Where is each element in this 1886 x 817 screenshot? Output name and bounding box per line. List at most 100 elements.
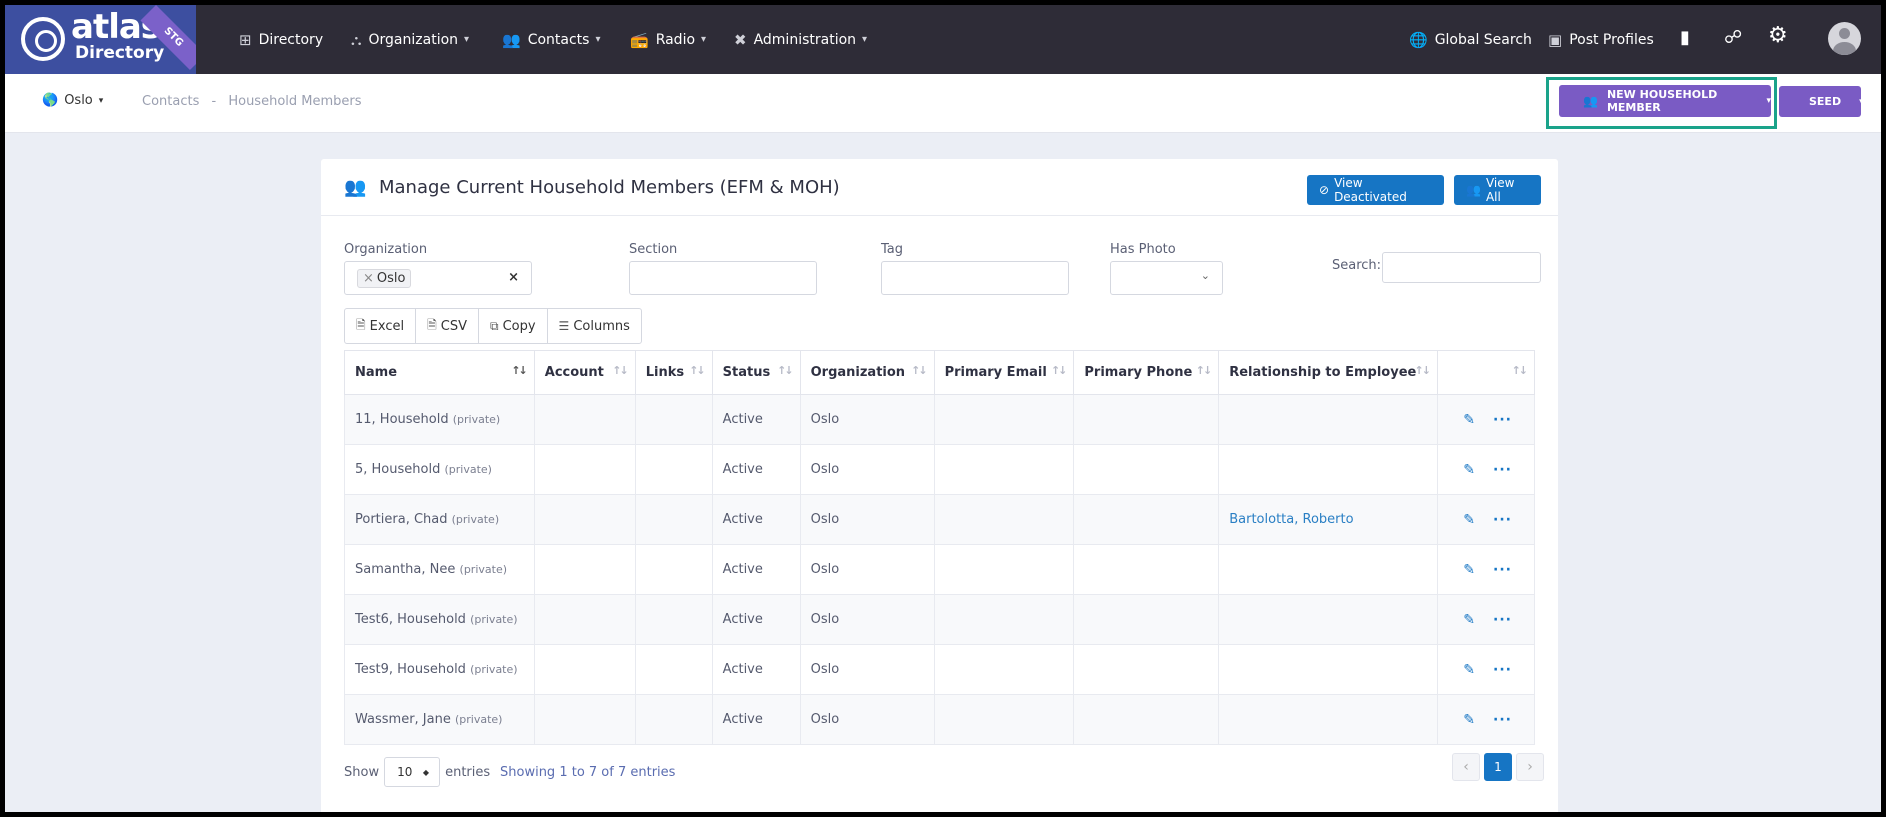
breadcrumb-contacts[interactable]: Contacts: [142, 94, 200, 109]
page-1-button[interactable]: 1: [1484, 753, 1512, 781]
column-header-relationship[interactable]: Relationship to Employee ↑↓: [1218, 350, 1438, 395]
column-header-account[interactable]: Account ↑↓: [533, 350, 636, 395]
remove-chip-icon[interactable]: ×: [363, 271, 374, 286]
column-label: Primary Email: [944, 365, 1047, 380]
column-label: Organization: [810, 365, 906, 380]
chevron-down-icon: ▾: [862, 34, 868, 45]
user-avatar[interactable]: [1828, 22, 1861, 55]
column-header-actions[interactable]: ↑↓: [1436, 350, 1536, 395]
nav-organization[interactable]: ⛬ Organization ▾: [351, 5, 469, 74]
org-tree-icon: ⛬: [351, 30, 362, 49]
column-header-status[interactable]: Status ↑↓: [711, 350, 801, 395]
location-selector[interactable]: 🌎 Oslo ▾: [42, 93, 103, 108]
edit-icon[interactable]: ✎: [1463, 411, 1476, 428]
cell-account: [533, 494, 636, 545]
relationship-link[interactable]: Bartolotta, Roberto: [1229, 512, 1354, 527]
cell-primary-email: [933, 394, 1075, 445]
prev-page-button[interactable]: ‹: [1452, 753, 1480, 781]
has-photo-select[interactable]: ⌄: [1110, 261, 1223, 295]
more-options-icon[interactable]: ···: [1493, 611, 1512, 628]
breadcrumb-separator: -: [211, 94, 217, 109]
copy-button[interactable]: ⧉ Copy: [479, 309, 548, 343]
chevron-down-icon[interactable]: ▾: [1859, 96, 1864, 107]
users-icon: 👥: [502, 30, 521, 49]
table-row: Wassmer, Jane (private) Active Oslo ✎ ···: [344, 694, 1536, 745]
organization-select[interactable]: × Oslo ×: [344, 261, 532, 295]
sort-asc-icon: ↑↓: [511, 364, 528, 377]
cell-name: Portiera, Chad (private): [344, 494, 535, 545]
csv-label: CSV: [440, 318, 467, 334]
more-options-icon[interactable]: ···: [1493, 411, 1512, 428]
excel-button[interactable]: 🗎 Excel: [345, 309, 417, 343]
member-name[interactable]: Wassmer, Jane: [355, 712, 451, 727]
member-name[interactable]: Portiera, Chad: [355, 512, 448, 527]
new-household-member-label: NEW HOUSEHOLD MEMBER: [1606, 88, 1718, 114]
more-options-icon[interactable]: ···: [1493, 561, 1512, 578]
cell-status: Active: [711, 594, 801, 645]
edit-icon[interactable]: ✎: [1463, 461, 1476, 478]
more-options-icon[interactable]: ···: [1493, 661, 1512, 678]
table-row: 5, Household (private) Active Oslo ✎ ···: [344, 444, 1536, 495]
post-profiles-link[interactable]: ▣ Post Profiles: [1548, 5, 1654, 74]
column-header-name[interactable]: Name ↑↓: [344, 350, 535, 395]
nav-label: Directory: [258, 31, 324, 48]
view-all-label: View All: [1485, 176, 1515, 204]
cell-organization: Oslo: [799, 644, 935, 695]
column-label: Relationship to Employee: [1229, 365, 1417, 380]
atlas-logo[interactable]: atlas Directory STG: [5, 5, 196, 74]
more-options-icon[interactable]: ···: [1493, 511, 1512, 528]
edit-icon[interactable]: ✎: [1463, 611, 1476, 628]
member-name[interactable]: Test6, Household: [355, 612, 466, 627]
edit-icon[interactable]: ✎: [1463, 561, 1476, 578]
row-actions: ✎ ···: [1448, 462, 1524, 478]
search-label: Search:: [1332, 258, 1382, 273]
sitemap-icon: ⊞: [239, 30, 252, 49]
member-name[interactable]: 11, Household: [355, 412, 449, 427]
clear-icon[interactable]: ×: [508, 270, 519, 285]
column-header-primary-phone[interactable]: Primary Phone ↑↓: [1073, 350, 1220, 395]
member-name[interactable]: Samantha, Nee: [355, 562, 456, 577]
cell-links: [634, 394, 713, 445]
nav-contacts[interactable]: 👥 Contacts ▾: [502, 5, 600, 74]
nav-administration[interactable]: ✖ Administration ▾: [734, 5, 867, 74]
location-label: Oslo: [64, 93, 93, 108]
nav-directory[interactable]: ⊞ Directory: [239, 5, 323, 74]
tools-icon: ✖: [734, 30, 747, 49]
columns-button[interactable]: ☰ Columns: [548, 309, 641, 343]
entries-select[interactable]: 10 ◆: [384, 757, 441, 787]
tag-select[interactable]: [881, 261, 1069, 295]
sort-icon: ↑↓: [1414, 364, 1432, 377]
next-page-button[interactable]: ›: [1516, 753, 1544, 781]
edit-icon[interactable]: ✎: [1463, 711, 1476, 728]
global-search-link[interactable]: 🌐 Global Search: [1409, 5, 1532, 74]
nav-radio[interactable]: 📻 Radio ▾: [630, 5, 706, 74]
view-all-button[interactable]: 👥 View All: [1454, 175, 1541, 205]
column-header-links[interactable]: Links ↑↓: [634, 350, 713, 395]
column-label: Primary Phone: [1084, 365, 1193, 380]
seed-button[interactable]: SEED ▾: [1779, 86, 1864, 117]
cell-relationship: [1218, 394, 1438, 445]
private-tag: (private): [459, 563, 508, 576]
csv-button[interactable]: 🗎 CSV: [416, 309, 479, 343]
more-options-icon[interactable]: ···: [1493, 711, 1512, 728]
member-name[interactable]: Test9, Household: [355, 662, 466, 677]
member-name[interactable]: 5, Household: [355, 462, 441, 477]
section-select[interactable]: [629, 261, 817, 295]
broadcast-icon[interactable]: ☍: [1724, 27, 1743, 48]
cell-account: [533, 444, 636, 495]
walkie-talkie-icon[interactable]: ▮: [1680, 27, 1690, 48]
edit-icon[interactable]: ✎: [1463, 511, 1476, 528]
table-info: Showing 1 to 7 of 7 entries: [500, 765, 676, 780]
chevron-down-icon[interactable]: ▾: [1766, 96, 1771, 106]
cell-links: [634, 694, 713, 745]
search-input[interactable]: [1382, 252, 1541, 283]
view-deactivated-button[interactable]: ⊘ View Deactivated: [1307, 175, 1444, 205]
seed-label: SEED: [1809, 95, 1842, 108]
column-header-organization[interactable]: Organization ↑↓: [799, 350, 935, 395]
edit-icon[interactable]: ✎: [1463, 661, 1476, 678]
new-household-member-button[interactable]: 👥 NEW HOUSEHOLD MEMBER ▾: [1559, 85, 1771, 117]
sort-icon: ↑↓: [911, 364, 928, 377]
more-options-icon[interactable]: ···: [1493, 461, 1512, 478]
column-header-primary-email[interactable]: Primary Email ↑↓: [933, 350, 1075, 395]
gears-icon[interactable]: ⚙: [1768, 23, 1788, 48]
